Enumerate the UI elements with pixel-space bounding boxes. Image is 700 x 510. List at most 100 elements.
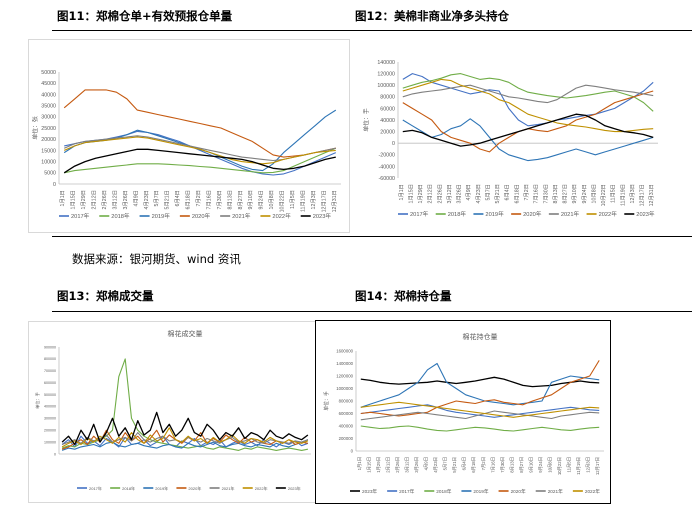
x-tick-label: 9月10日 — [528, 457, 534, 473]
x-tick-label: 6月4日 — [174, 190, 181, 207]
x-tick-label: 1月15日 — [366, 457, 372, 473]
y-tick-label: 1000000 — [336, 386, 353, 391]
x-tick-label: 12月3日 — [310, 190, 317, 209]
series-line-3 — [360, 362, 600, 408]
legend-label: 2020年 — [523, 210, 542, 218]
x-tick-label: 6月18日 — [471, 457, 477, 473]
x-tick-label: 11月19日 — [299, 190, 306, 212]
y-axis-label: 单位：手 — [323, 391, 330, 411]
legend-label: 2018年 — [436, 488, 451, 495]
y-tick-label: 200000 — [44, 428, 56, 432]
fig12-chart: -60000 -40000 -20000 0 20000 40000 60000 80000 1… — [358, 36, 670, 232]
x-tick-label: 10月22日 — [600, 184, 607, 206]
y-tick-label: 10000 — [41, 159, 56, 165]
middle-rule — [52, 236, 692, 237]
legend-label: 2019年 — [155, 485, 168, 491]
y-tick-label: 800000 — [339, 399, 354, 404]
x-tick-label: 9月10日 — [571, 184, 578, 203]
x-tick-label: 9月24日 — [258, 190, 265, 209]
y-tick-label: 1400000 — [336, 361, 353, 366]
x-tick-label: 12月31日 — [331, 190, 338, 212]
series-line-2 — [360, 425, 600, 432]
x-tick-label: 11月19日 — [619, 184, 626, 206]
x-tick-label: 3月12日 — [446, 184, 453, 203]
legend-label: 2023年 — [288, 485, 301, 491]
y-tick-label: 140000 — [377, 60, 395, 66]
legend-label: 2017年 — [71, 212, 90, 220]
y-tick-label: 0 — [54, 452, 56, 456]
y-tick-label: 600000 — [44, 381, 56, 385]
x-tick-label: 12月3日 — [586, 457, 592, 473]
x-tick-label: 9月24日 — [581, 184, 588, 203]
legend-label: 2022年 — [599, 210, 618, 218]
x-tick-label: 10月8日 — [590, 184, 597, 203]
fig14-title: 图14：郑棉持仓量 — [355, 289, 452, 303]
x-tick-label: 10月8日 — [548, 457, 554, 473]
legend-label: 2021年 — [232, 212, 251, 220]
legend-label: 2023年 — [362, 488, 377, 495]
x-tick-label: 11月5日 — [567, 457, 573, 472]
legend-label: 2019年 — [152, 212, 171, 220]
x-tick-label: 7月2日 — [481, 457, 487, 470]
legend-label: 2021年 — [561, 210, 580, 218]
x-tick-label: 1月29日 — [80, 190, 87, 209]
x-tick-label: 2月12日 — [427, 184, 434, 203]
y-tick-label: 45000 — [41, 81, 56, 87]
series-line-6 — [360, 401, 600, 418]
y-tick-label: -60000 — [379, 176, 396, 182]
x-tick-label: 1月15日 — [407, 184, 414, 203]
x-tick-label: 2月26日 — [436, 184, 443, 203]
y-tick-label: 25000 — [41, 126, 56, 132]
y-tick-label: 80000 — [380, 95, 395, 101]
x-tick-label: 5月7日 — [443, 457, 449, 470]
series-line-3 — [63, 89, 336, 158]
x-tick-label: 4月9日 — [465, 184, 472, 201]
x-tick-label: 10月22日 — [279, 190, 286, 212]
x-tick-label: 5月7日 — [484, 184, 491, 201]
series-line-0 — [402, 73, 654, 127]
x-tick-label: 4月23日 — [475, 184, 482, 203]
y-tick-label: 1600000 — [336, 349, 353, 354]
legend-label: 2020年 — [511, 488, 526, 495]
x-tick-label: 8月27日 — [237, 190, 244, 209]
y-tick-label: -40000 — [379, 164, 396, 170]
y-tick-label: 40000 — [41, 92, 56, 98]
y-tick-label: 100000 — [377, 83, 395, 89]
x-tick-label: 2月26日 — [101, 190, 108, 209]
series-line-5 — [360, 410, 600, 421]
y-tick-label: 500000 — [44, 393, 56, 397]
y-tick-label: 0 — [392, 141, 395, 147]
legend-label: 2023年 — [313, 212, 332, 220]
x-tick-label: 7月16日 — [533, 184, 540, 203]
chart-title: 棉花持仓量 — [463, 332, 498, 341]
x-tick-label: 4月9日 — [132, 190, 139, 207]
x-tick-label: 1月15日 — [70, 190, 77, 209]
legend-label: 2017年 — [410, 210, 429, 218]
y-tick-label: 120000 — [377, 71, 395, 77]
series-line-5 — [402, 78, 654, 133]
x-tick-label: 12月3日 — [629, 184, 636, 203]
y-tick-label: 30000 — [41, 115, 56, 121]
x-tick-label: 8月13日 — [552, 184, 559, 203]
lower-rule — [52, 311, 692, 312]
series-line-6 — [61, 411, 309, 446]
legend-label: 2018年 — [448, 210, 467, 218]
x-tick-label: 5月21日 — [164, 190, 171, 209]
series-line-0 — [360, 376, 600, 388]
legend-label: 2017年 — [89, 485, 102, 491]
legend-label: 2020年 — [188, 485, 201, 491]
y-tick-label: 50000 — [41, 70, 56, 76]
legend-label: 2019年 — [485, 210, 504, 218]
y-tick-label: 0 — [53, 182, 56, 188]
x-tick-label: 4月23日 — [433, 457, 439, 473]
series-line-1 — [402, 73, 654, 112]
x-tick-label: 12月17日 — [595, 457, 601, 475]
y-tick-label: 60000 — [380, 106, 395, 112]
x-tick-label: 9月24日 — [538, 457, 544, 473]
x-tick-label: 1月1日 — [59, 190, 66, 207]
fig13-title: 图13：郑棉成交量 — [57, 289, 154, 303]
y-tick-label: 200000 — [339, 436, 354, 441]
x-tick-label: 9月10日 — [247, 190, 254, 209]
y-tick-label: 600000 — [339, 411, 354, 416]
legend-label: 2022年 — [272, 212, 291, 220]
